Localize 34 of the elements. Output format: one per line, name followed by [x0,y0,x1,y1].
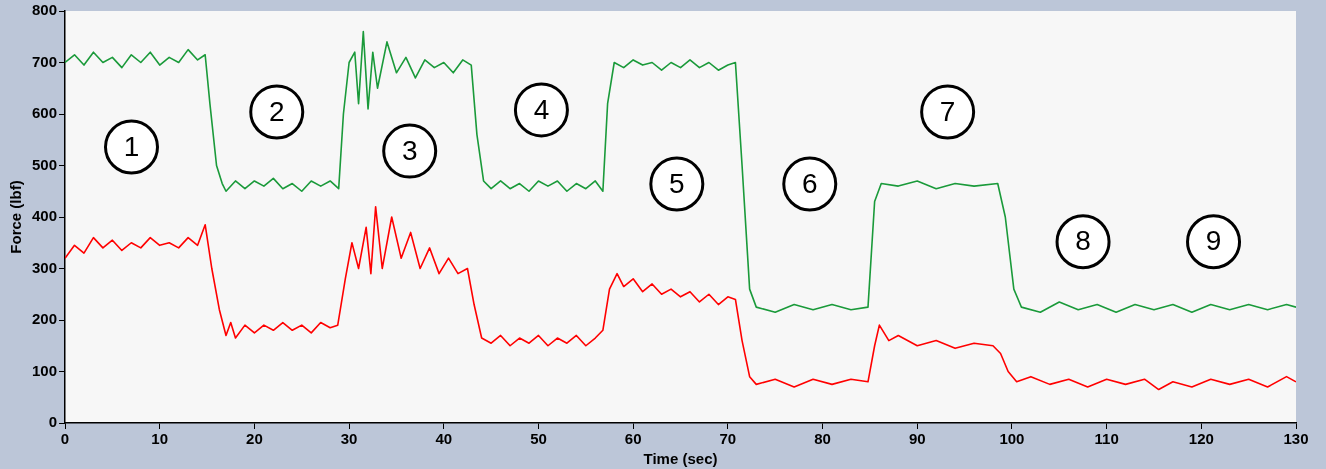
annotation: 6 [801,167,818,199]
x-tick-label: 30 [340,430,358,448]
y-tick-label: 200 [32,310,58,328]
annotation: 8 [1075,225,1091,257]
y-tick-label: 0 [48,413,58,431]
x-tick-label: 70 [719,430,737,448]
annotation: 1 [123,130,140,162]
y-axis-title: Force (lbf) [7,180,25,254]
y-tick-label: 600 [32,104,58,122]
annotation: 2 [268,95,285,127]
y-tick-label: 300 [32,258,58,276]
x-tick-label: 80 [814,430,831,448]
x-tick-label: 130 [1283,430,1309,448]
annotation: 3 [401,134,418,166]
y-tick-label: 400 [32,207,58,225]
annotation: 5 [669,167,685,199]
x-tick-label: 120 [1188,430,1214,448]
y-tick-label: 700 [32,52,58,70]
x-tick-label: 50 [530,430,547,448]
y-tick-label: 500 [32,155,58,173]
x-tick-label: 100 [999,430,1025,448]
x-tick-label: 40 [435,430,453,448]
x-tick-label: 90 [908,430,926,448]
annotation: 7 [939,95,956,127]
x-tick-label: 0 [60,430,70,448]
x-tick-label: 110 [1094,430,1119,448]
annotation: 9 [1205,225,1222,257]
x-axis-title: Time (sec) [643,450,718,468]
y-tick-label: 800 [32,1,58,19]
annotation: 4 [533,93,550,125]
y-tick-label: 100 [32,361,58,379]
x-tick-label: 20 [246,430,263,448]
x-tick-label: 60 [624,430,642,448]
x-tick-label: 10 [151,430,169,448]
